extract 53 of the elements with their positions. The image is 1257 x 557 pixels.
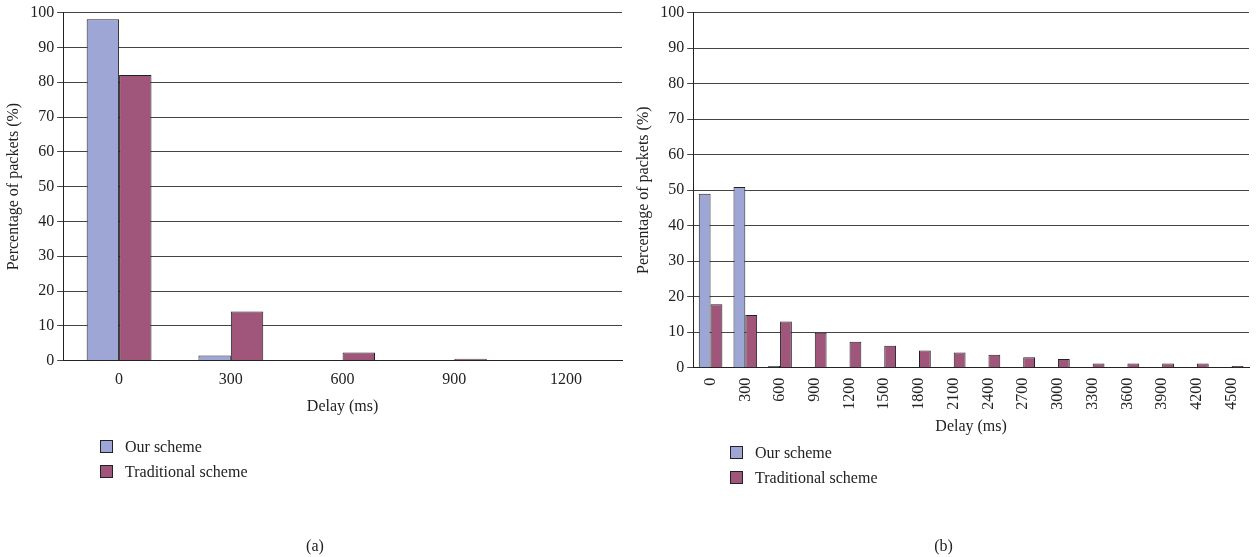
legend-label: Our scheme	[755, 443, 832, 462]
y-tick-label: 20	[38, 281, 55, 299]
x-tick-label: 900	[442, 370, 467, 388]
y-tick-label: 80	[668, 73, 685, 91]
x-tick-label: 2100	[943, 377, 961, 410]
y-tick-label: 70	[668, 109, 685, 127]
y-tick-label: 90	[668, 38, 685, 56]
x-tick-label: 0	[700, 377, 718, 386]
x-tick-label: 3000	[1048, 377, 1066, 410]
y-tick-label: 0	[46, 350, 55, 368]
y-tick-label: 100	[30, 2, 55, 20]
y-tick-label: 60	[668, 144, 685, 162]
y-tick-label: 100	[660, 2, 685, 20]
x-tick-label: 1200	[839, 377, 857, 410]
x-tick-label: 600	[330, 370, 355, 388]
y-axis-title: Percentage of packets (%)	[3, 102, 22, 271]
y-tick-label: 20	[668, 286, 685, 304]
legend-label: Traditional scheme	[755, 468, 878, 487]
y-axis-title: Percentage of packets (%)	[633, 106, 652, 274]
x-tick-label: 3900	[1152, 377, 1170, 410]
y-tick-label: 30	[38, 246, 55, 264]
y-tick-label: 90	[38, 37, 55, 55]
x-tick-label: 4500	[1221, 377, 1239, 410]
x-tick-label: 300	[218, 370, 243, 388]
legend-label: Our scheme	[125, 437, 202, 456]
text: (a)	[305, 537, 325, 555]
y-tick-label: 40	[38, 211, 55, 229]
y-tick-label: 60	[38, 142, 55, 159]
y-tick-label: 50	[38, 176, 55, 194]
x-tick-label: 0	[115, 370, 124, 388]
x-tick-label: 1500	[874, 377, 892, 410]
y-tick-label: 50	[668, 180, 685, 198]
x-tick-label: 300	[735, 377, 753, 402]
x-tick-label: 2400	[978, 377, 996, 410]
text: (b)	[933, 537, 954, 555]
x-tick-label: 4200	[1187, 377, 1205, 410]
y-tick-label: 40	[668, 215, 685, 233]
legend-label: Traditional scheme	[125, 462, 248, 481]
x-tick-label: 900	[804, 377, 822, 402]
y-tick-label: 80	[38, 72, 55, 90]
x-tick-label: 600	[770, 377, 788, 402]
y-tick-label: 30	[668, 251, 685, 269]
x-tick-label: 2700	[1013, 377, 1031, 410]
y-tick-label: 10	[668, 322, 685, 340]
x-tick-label: 3600	[1117, 377, 1135, 410]
x-axis-title: Delay (ms)	[306, 396, 379, 415]
y-tick-label: 0	[676, 358, 685, 375]
y-tick-label: 70	[38, 107, 55, 125]
x-tick-label: 3300	[1082, 377, 1100, 410]
x-axis-title: Delay (ms)	[935, 416, 1007, 435]
x-tick-label: 1200	[550, 370, 583, 388]
y-tick-label: 10	[38, 316, 55, 333]
x-tick-label: 1800	[909, 377, 927, 410]
